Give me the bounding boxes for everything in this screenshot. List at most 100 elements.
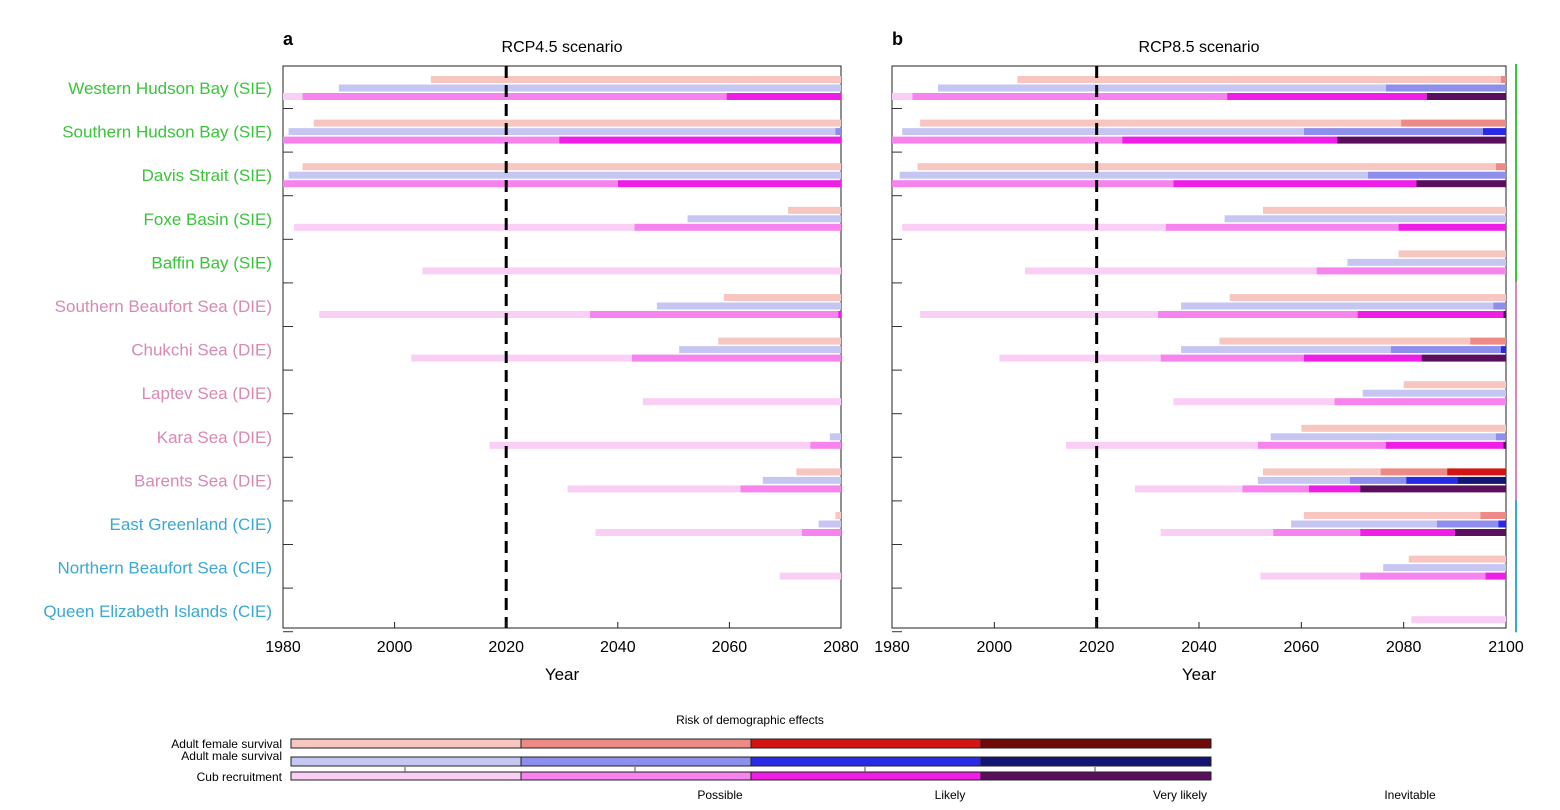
bar-a-kara-sea-die-male-0 [829,433,841,441]
panel-a-title: RCP4.5 scenario [502,39,623,56]
bar-b-barents-sea-die-cub-2 [1309,485,1361,493]
bar-b-southern-hudson-bay-sie-cub-0 [892,136,1123,144]
bar-a-western-hudson-bay-sie-cub-1 [302,93,727,100]
xtick-label-a-1980: 1980 [265,639,301,656]
bar-a-foxe-basin-sie-cub-1 [634,223,841,231]
bar-a-east-greenland-cie-cub-0 [595,529,802,536]
bar-b-chukchi-sea-die-cub-3 [1421,354,1506,362]
bar-a-southern-beaufort-sea-die-cub-0 [319,311,590,318]
bar-a-kara-sea-die-cub-1 [810,441,841,449]
bar-b-western-hudson-bay-sie-cub-2 [1227,93,1427,100]
bar-b-kara-sea-die-female-0 [1301,424,1506,432]
bar-b-east-greenland-cie-male-2 [1498,520,1506,528]
bar-b-southern-hudson-bay-sie-male-1 [1303,128,1483,136]
bar-b-northern-beaufort-sea-cie-cub-0 [1260,572,1361,580]
bar-b-foxe-basin-sie-female-0 [1262,206,1506,214]
panel-a-xlabel: Year [545,665,580,684]
legend-level-inevitable: Inevitable [1384,788,1436,802]
bar-b-kara-sea-die-cub-1 [1257,441,1386,449]
bar-a-east-greenland-cie-female-0 [835,512,841,519]
bar-b-southern-hudson-bay-sie-cub-2 [1337,136,1506,144]
bar-b-southern-hudson-bay-sie-female-1 [1401,119,1506,127]
bar-b-kara-sea-die-male-0 [1270,433,1496,441]
bar-b-chukchi-sea-die-male-2 [1500,346,1506,354]
xtick-label-b-2020: 2020 [1079,639,1115,656]
region-label-east-greenland-cie: East Greenland (CIE) [109,515,272,534]
risk-legend: Risk of demographic effects Adult female… [171,713,1436,802]
panel-b-title: RCP8.5 scenario [1139,39,1260,56]
region-label-southern-beaufort-sea-die: Southern Beaufort Sea (DIE) [55,297,272,316]
bar-a-southern-beaufort-sea-die-cub-1 [589,311,839,318]
bar-b-baffin-bay-sie-cub-0 [1025,267,1317,275]
panel-label-b: b [892,29,903,49]
bar-b-east-greenland-cie-male-1 [1436,520,1499,528]
bar-a-southern-hudson-bay-sie-female-0 [313,119,841,127]
legend-title: Risk of demographic effects [676,713,824,727]
bar-a-southern-beaufort-sea-die-male-0 [656,302,841,310]
bar-a-chukchi-sea-die-female-0 [718,337,841,345]
bar-b-baffin-bay-sie-cub-1 [1316,267,1506,275]
bar-b-southern-beaufort-sea-die-male-0 [1181,302,1494,310]
legend-swatch-male-3 [980,756,1212,767]
bar-a-western-hudson-bay-sie-male-0 [338,84,841,92]
xtick-label-b-2000: 2000 [977,639,1013,656]
bar-b-davis-strait-sie-cub-1 [1173,180,1417,188]
bar-b-chukchi-sea-die-male-0 [1181,346,1391,354]
bar-b-western-hudson-bay-sie-cub-1 [912,93,1228,100]
bar-b-east-greenland-cie-female-1 [1480,512,1506,519]
bar-b-southern-beaufort-sea-die-cub-1 [1158,311,1358,318]
region-label-chukchi-sea-die: Chukchi Sea (DIE) [131,341,272,360]
bar-b-southern-beaufort-sea-die-cub-2 [1357,311,1504,318]
bar-a-chukchi-sea-die-cub-0 [411,354,632,362]
xtick-label-b-2040: 2040 [1181,639,1217,656]
region-label-kara-sea-die: Kara Sea (DIE) [157,428,272,447]
bar-a-east-greenland-cie-male-0 [818,520,841,528]
bar-b-laptev-sea-die-cub-0 [1173,398,1335,406]
bar-b-chukchi-sea-die-male-1 [1390,346,1501,354]
bar-b-barents-sea-die-male-1 [1349,476,1407,484]
panel-a-plot: 1980 2000 2020 2040 2060 2080 [265,65,859,656]
bar-b-laptev-sea-die-female-0 [1403,381,1506,389]
bar-b-barents-sea-die-male-3 [1457,476,1506,484]
bar-b-western-hudson-bay-sie-male-0 [938,84,1386,92]
bar-b-western-hudson-bay-sie-cub-3 [1426,93,1506,100]
bar-a-western-hudson-bay-sie-female-0 [430,76,841,83]
bar-a-east-greenland-cie-cub-1 [801,529,841,536]
bar-b-western-hudson-bay-sie-female-1 [1500,76,1506,83]
bar-b-southern-hudson-bay-sie-cub-1 [1122,136,1338,144]
legend-swatch-cub-2 [750,771,982,781]
bar-a-southern-beaufort-sea-die-female-0 [723,294,841,301]
bar-a-barents-sea-die-male-0 [762,476,841,484]
bar-b-southern-beaufort-sea-die-female-0 [1229,294,1506,301]
xtick-label-b-1980: 1980 [874,639,910,656]
bar-a-foxe-basin-sie-cub-0 [294,223,635,231]
bar-b-east-greenland-cie-male-0 [1291,520,1437,528]
bar-b-southern-hudson-bay-sie-male-2 [1482,128,1506,136]
legend-swatch-male-0 [290,756,522,767]
bar-b-southern-beaufort-sea-die-cub-3 [1503,311,1506,318]
bar-b-east-greenland-cie-cub-0 [1160,529,1274,536]
bar-a-southern-hudson-bay-sie-cub-0 [283,136,560,144]
bar-b-chukchi-sea-die-cub-2 [1303,354,1422,362]
bar-a-chukchi-sea-die-cub-1 [631,354,841,362]
legend-swatch-female-1 [520,738,752,749]
panel-b-xlabel: Year [1182,665,1217,684]
bar-b-foxe-basin-sie-cub-0 [902,223,1166,231]
bar-b-southern-hudson-bay-sie-female-0 [920,119,1402,127]
bar-b-davis-strait-sie-female-1 [1495,163,1506,171]
bar-b-southern-beaufort-sea-die-male-1 [1493,302,1506,310]
bar-b-northern-beaufort-sea-cie-female-0 [1408,555,1506,563]
region-label-western-hudson-bay-sie: Western Hudson Bay (SIE) [68,79,272,98]
legend-swatch-male-1 [520,756,752,767]
bar-a-baffin-bay-sie-cub-0 [422,267,841,275]
bar-a-barents-sea-die-female-0 [796,468,841,476]
bar-b-barents-sea-die-female-2 [1447,468,1506,476]
bar-b-barents-sea-die-cub-3 [1360,485,1506,493]
bar-b-east-greenland-cie-cub-2 [1360,529,1455,536]
bar-b-kara-sea-die-cub-3 [1503,441,1506,449]
region-label-southern-hudson-bay-sie: Southern Hudson Bay (SIE) [62,123,272,142]
legend-swatch-male-2 [750,756,982,767]
legend-swatch-female-0 [290,738,522,749]
bar-b-northern-beaufort-sea-cie-male-0 [1383,564,1506,572]
